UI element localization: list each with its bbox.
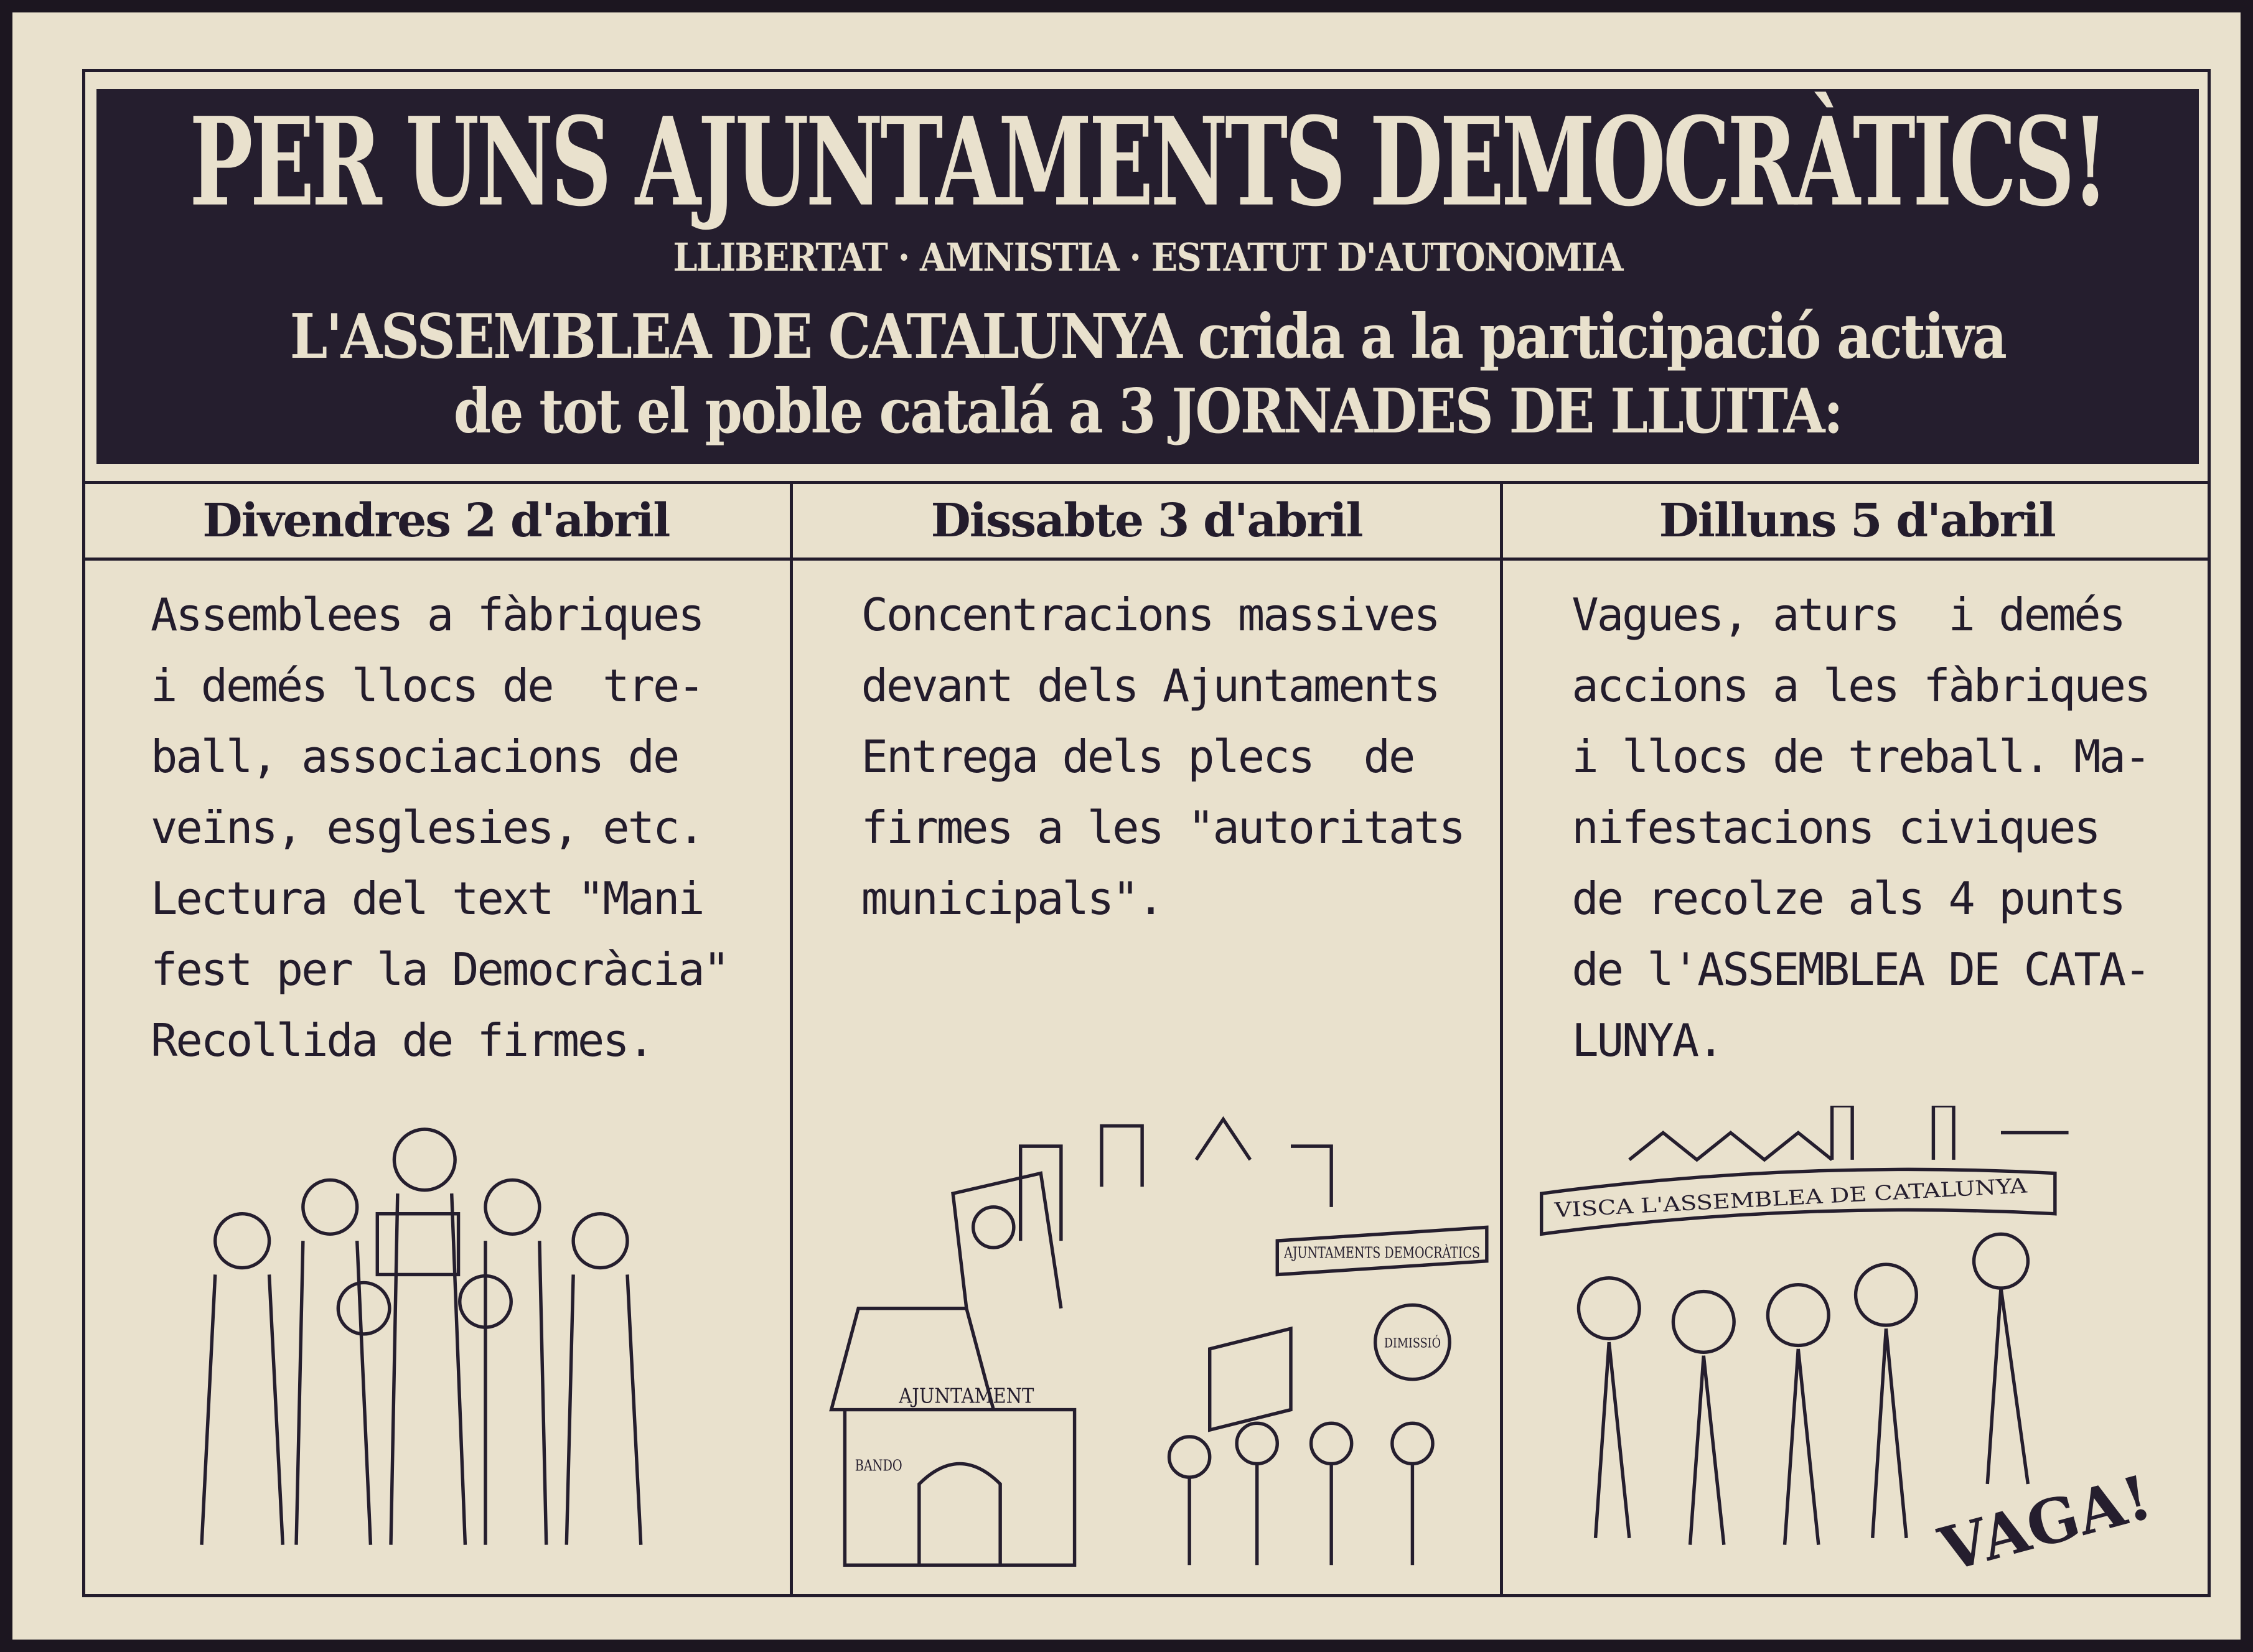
people-drawing (200, 1127, 643, 1545)
catalunya-banner: VISCA L'ASSEMBLEA DE CATALUNYA (1553, 1174, 2028, 1222)
day-heading: Dissabte 3 d'abril (792, 484, 1501, 561)
slogan: LLIBERTAT · AMNISTIA · ESTATUT D'AUTONOM… (673, 235, 1623, 280)
bando-sign: BANDO (855, 1457, 902, 1474)
day-heading: Divendres 2 d'abril (82, 484, 790, 561)
call-line-2: de tot el poble catalá a 3 JORNADES DE L… (453, 376, 1843, 447)
call-line-1: L'ASSEMBLEA DE CATALUNYA crida a la part… (289, 301, 2007, 373)
placard-democratic: AJUNTAMENTS DEMOCRÀTICS (1283, 1243, 1480, 1261)
header-panel: PER UNS AJUNTAMENTS DEMOCRÀTICS! LLIBERT… (96, 89, 2199, 464)
strike-march-illustration: VISCA L'ASSEMBLEA DE CATALUNYA VAGA! (1540, 1106, 2159, 1579)
column-saturday: Dissabte 3 d'abril Concentracions massiv… (792, 484, 1504, 1597)
poster-frame (82, 69, 2211, 1597)
day-heading: Dilluns 5 d'abril (1503, 484, 2211, 561)
column-friday: Divendres 2 d'abril Assemblees a fàbriqu… (82, 484, 793, 1597)
day-text: Vagues, aturs i demés accions a les fàbr… (1571, 589, 2151, 1066)
column-monday: Dilluns 5 d'abril Vagues, aturs i demés … (1503, 484, 2211, 1597)
day-text: Assemblees a fàbriques i demés llocs de … (151, 589, 730, 1066)
days-table: Divendres 2 d'abril Assemblees a fàbriqu… (82, 481, 2211, 1597)
town-hall-illustration: AJUNTAMENT BANDO AJUNTAMENTS DEMOCRÀTICS… (828, 1116, 1489, 1567)
placard-resign: DIMISSIÓ (1384, 1335, 1440, 1351)
strike-shout: VAGA! (1932, 1462, 2159, 1579)
poster-title: PER UNS AJUNTAMENTS DEMOCRÀTICS! (189, 90, 2109, 234)
day-text: Concentracions massives devant dels Ajun… (861, 589, 1466, 925)
town-hall-sign: AJUNTAMENT (898, 1384, 1034, 1408)
crowd-illustration (200, 1127, 643, 1545)
